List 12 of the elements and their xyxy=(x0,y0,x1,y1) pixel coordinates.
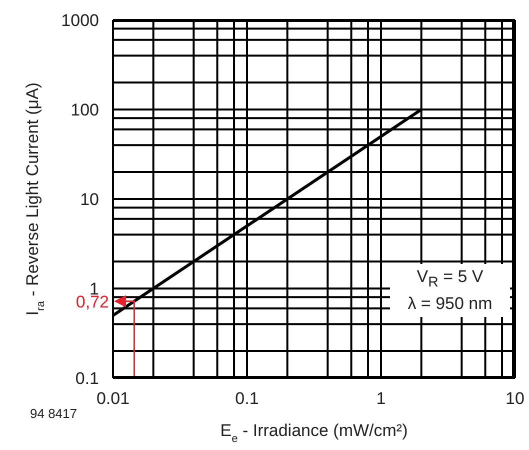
y-tick-label: 100 xyxy=(70,100,99,120)
y-tick-label: 10 xyxy=(80,190,99,210)
text: 94 8417 xyxy=(30,406,77,421)
annotation: V$_{R}$ = 5 V xyxy=(416,266,484,292)
annotation: λ = 950 nm xyxy=(406,293,494,316)
y-tick-label: 0.1 xyxy=(75,369,99,388)
x-axis-title: E$_{e}$ - Irradiance (mW/cm²) xyxy=(220,421,408,445)
x-tick-label: 1 xyxy=(376,389,386,408)
x-tick-label: 10 xyxy=(506,389,524,408)
x-tick-label: 0.01 xyxy=(96,389,130,408)
y-tick-label: 1000 xyxy=(61,11,99,30)
x-tick-label: 0.1 xyxy=(235,389,259,408)
